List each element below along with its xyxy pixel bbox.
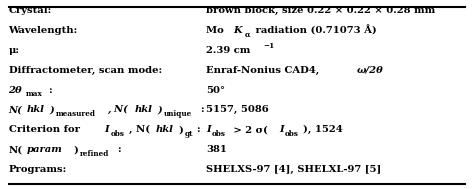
- Text: max: max: [26, 90, 43, 98]
- Text: , N(: , N(: [128, 125, 150, 134]
- Text: obs: obs: [110, 130, 125, 138]
- Text: unique: unique: [164, 110, 191, 118]
- Text: Crystal:: Crystal:: [9, 6, 52, 15]
- Text: N(: N(: [9, 145, 23, 154]
- Text: refined: refined: [79, 149, 109, 158]
- Text: Criterion for: Criterion for: [9, 125, 83, 134]
- Text: ): ): [73, 145, 78, 154]
- Text: ): ): [157, 105, 162, 115]
- Text: ω/2θ: ω/2θ: [357, 66, 383, 75]
- Text: :: :: [117, 145, 121, 154]
- Text: 50°: 50°: [206, 86, 225, 95]
- Text: 381: 381: [206, 145, 227, 154]
- Text: hkl: hkl: [134, 105, 152, 115]
- Text: SHELXS-97 [4], SHELXL-97 [5]: SHELXS-97 [4], SHELXL-97 [5]: [206, 165, 382, 174]
- Text: param: param: [27, 145, 63, 154]
- Text: hkl: hkl: [27, 105, 44, 115]
- Text: ): ): [49, 105, 54, 115]
- Text: I: I: [206, 125, 211, 134]
- Text: ): ): [179, 125, 184, 134]
- Text: 2.39 cm: 2.39 cm: [206, 46, 251, 55]
- Text: gt: gt: [185, 130, 194, 138]
- Text: μ:: μ:: [9, 46, 19, 55]
- Text: 2θ: 2θ: [9, 86, 22, 95]
- Text: N(: N(: [9, 105, 22, 115]
- Text: Wavelength:: Wavelength:: [9, 26, 78, 35]
- Text: radiation (0.71073 Å): radiation (0.71073 Å): [252, 25, 377, 35]
- Text: Enraf-Nonius CAD4,: Enraf-Nonius CAD4,: [206, 66, 323, 75]
- Text: obs: obs: [212, 130, 226, 138]
- Text: > 2 σ(: > 2 σ(: [230, 125, 268, 134]
- Text: ), 1524: ), 1524: [303, 125, 343, 134]
- Text: Programs:: Programs:: [9, 165, 67, 174]
- Text: I: I: [105, 125, 109, 134]
- Text: :: :: [200, 105, 203, 115]
- Text: :: :: [196, 125, 200, 134]
- Text: K: K: [234, 26, 242, 35]
- Text: obs: obs: [285, 130, 299, 138]
- Text: :: :: [48, 86, 52, 95]
- Text: measured: measured: [55, 110, 96, 118]
- Text: α: α: [245, 30, 250, 39]
- Text: , N(: , N(: [107, 105, 128, 115]
- Text: −1: −1: [264, 42, 275, 50]
- Text: Diffractometer, scan mode:: Diffractometer, scan mode:: [9, 66, 162, 75]
- Text: hkl: hkl: [156, 125, 173, 134]
- Text: I: I: [279, 125, 283, 134]
- Text: brown block, size 0.22 × 0.22 × 0.28 mm: brown block, size 0.22 × 0.22 × 0.28 mm: [206, 6, 436, 15]
- Text: Mo: Mo: [206, 26, 228, 35]
- Text: 5157, 5086: 5157, 5086: [206, 105, 269, 115]
